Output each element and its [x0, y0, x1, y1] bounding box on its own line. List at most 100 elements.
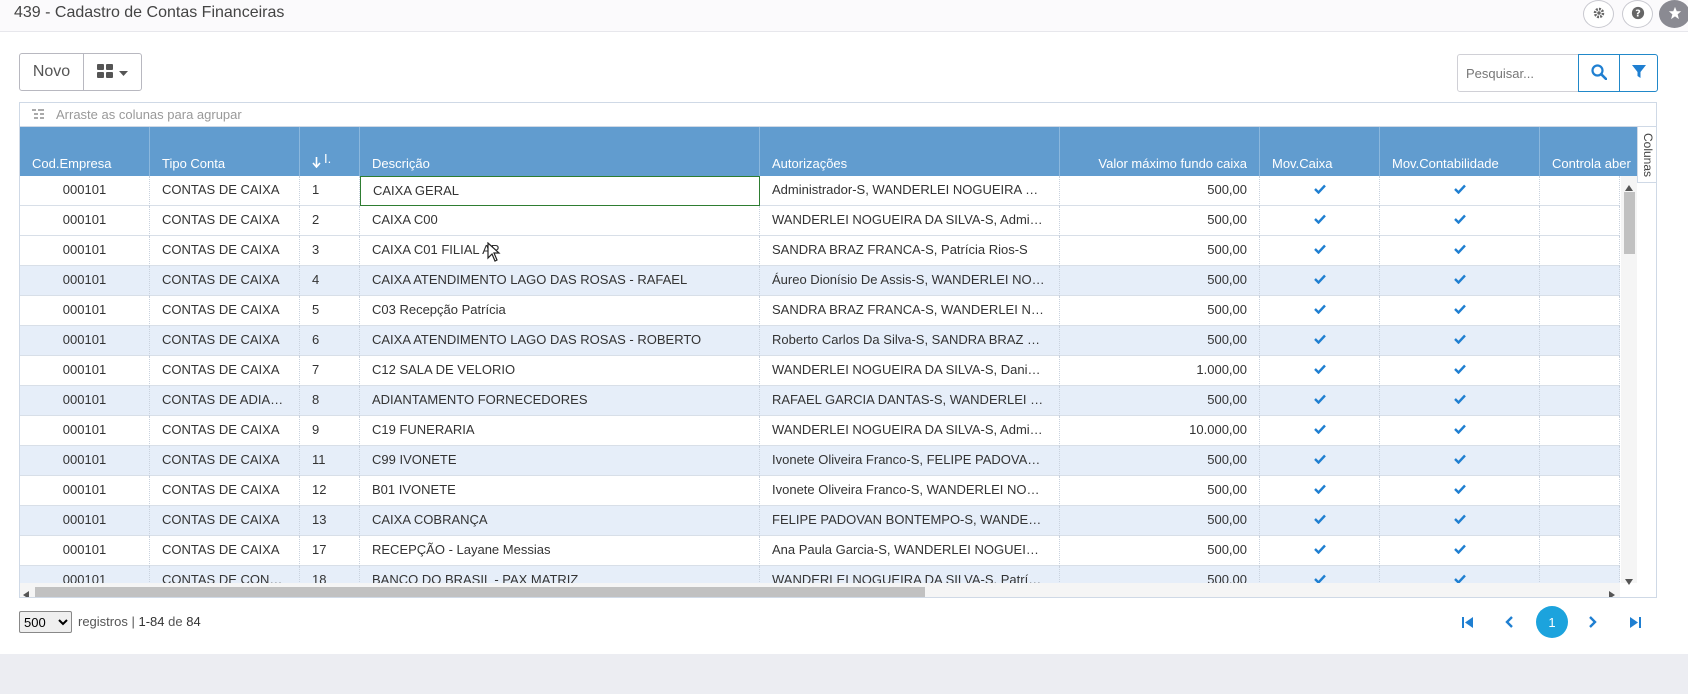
cell-controla-abertura[interactable]: [1540, 206, 1620, 236]
cell-controla-abertura[interactable]: [1540, 536, 1620, 566]
table-row[interactable]: 000101 CONTAS DE CAIXA 17 RECEPÇÃO - Layane…: [20, 536, 1620, 566]
cell-descricao[interactable]: C03 Recepção Patrícia: [360, 296, 760, 326]
cell-valor-maximo[interactable]: 500,00: [1060, 536, 1260, 566]
filter-button[interactable]: [1619, 54, 1658, 92]
cell-cod-empresa[interactable]: 000101: [20, 296, 150, 326]
cell-tipo-conta[interactable]: CONTAS DE CAIXA: [150, 206, 300, 236]
column-header-cod-empresa[interactable]: Cod.Empresa: [20, 127, 150, 176]
cell-mov-contabilidade[interactable]: [1380, 176, 1540, 206]
cell-tipo-conta[interactable]: CONTAS DE CAIXA: [150, 476, 300, 506]
cell-valor-maximo[interactable]: 500,00: [1060, 296, 1260, 326]
cell-mov-caixa[interactable]: [1260, 476, 1380, 506]
cell-mov-caixa[interactable]: [1260, 326, 1380, 356]
column-header-valor-maximo[interactable]: Valor máximo fundo caixa: [1060, 127, 1260, 176]
horizontal-scroll-thumb[interactable]: [35, 587, 925, 597]
cell-mov-contabilidade[interactable]: [1380, 566, 1540, 583]
cell-autorizacoes[interactable]: WANDERLEI NOGUEIRA DA SILVA-S, Administr…: [760, 206, 1060, 236]
cell-cod-empresa[interactable]: 000101: [20, 506, 150, 536]
cell-controla-abertura[interactable]: [1540, 476, 1620, 506]
cell-tipo-conta[interactable]: CONTAS DE CONTA CORRENTE: [150, 566, 300, 583]
cell-controla-abertura[interactable]: [1540, 176, 1620, 206]
cell-controla-abertura[interactable]: [1540, 446, 1620, 476]
cell-tipo-conta[interactable]: CONTAS DE CAIXA: [150, 176, 300, 206]
cell-mov-caixa[interactable]: [1260, 536, 1380, 566]
table-row[interactable]: 000101 CONTAS DE CAIXA 4 CAIXA ATENDIMENTO …: [20, 266, 1620, 296]
table-row[interactable]: 000101 CONTAS DE CAIXA 6 CAIXA ATENDIMENTO …: [20, 326, 1620, 356]
cell-id[interactable]: 7: [300, 356, 360, 386]
cell-cod-empresa[interactable]: 000101: [20, 536, 150, 566]
cell-valor-maximo[interactable]: 10.000,00: [1060, 416, 1260, 446]
cell-mov-caixa[interactable]: [1260, 566, 1380, 583]
cell-autorizacoes[interactable]: Administrador-S, WANDERLEI NOGUEIRA DA S…: [760, 176, 1060, 206]
search-input[interactable]: [1457, 54, 1579, 92]
cell-tipo-conta[interactable]: CONTAS DE CAIXA: [150, 536, 300, 566]
cell-descricao[interactable]: ADIANTAMENTO FORNECEDORES: [360, 386, 760, 416]
column-header-descricao[interactable]: Descrição: [360, 127, 760, 176]
cell-tipo-conta[interactable]: CONTAS DE CAIXA: [150, 266, 300, 296]
cell-descricao[interactable]: CAIXA ATENDIMENTO LAGO DAS ROSAS - ROBER…: [360, 326, 760, 356]
cell-id[interactable]: 18: [300, 566, 360, 583]
table-row[interactable]: 000101 CONTAS DE CAIXA 13 CAIXA COBRANÇA FEL…: [20, 506, 1620, 536]
favorite-button[interactable]: [1659, 0, 1688, 28]
horizontal-scrollbar[interactable]: [20, 583, 1620, 597]
cell-controla-abertura[interactable]: [1540, 416, 1620, 446]
cell-controla-abertura[interactable]: [1540, 506, 1620, 536]
cell-valor-maximo[interactable]: 500,00: [1060, 446, 1260, 476]
cell-cod-empresa[interactable]: 000101: [20, 476, 150, 506]
cell-valor-maximo[interactable]: 500,00: [1060, 326, 1260, 356]
cell-cod-empresa[interactable]: 000101: [20, 236, 150, 266]
cell-valor-maximo[interactable]: 500,00: [1060, 506, 1260, 536]
cell-mov-contabilidade[interactable]: [1380, 296, 1540, 326]
cell-mov-contabilidade[interactable]: [1380, 506, 1540, 536]
cell-mov-caixa[interactable]: [1260, 176, 1380, 206]
cell-id[interactable]: 11: [300, 446, 360, 476]
cell-mov-caixa[interactable]: [1260, 386, 1380, 416]
cell-autorizacoes[interactable]: WANDERLEI NOGUEIRA DA SILVA-S, Patrícia …: [760, 566, 1060, 583]
cell-valor-maximo[interactable]: 500,00: [1060, 236, 1260, 266]
cell-cod-empresa[interactable]: 000101: [20, 446, 150, 476]
cell-valor-maximo[interactable]: 1.000,00: [1060, 356, 1260, 386]
column-header-id[interactable]: I.: [300, 127, 360, 176]
cell-mov-caixa[interactable]: [1260, 206, 1380, 236]
prev-page-button[interactable]: [1494, 608, 1524, 638]
cell-autorizacoes[interactable]: Ana Paula Garcia-S, WANDERLEI NOGUEIRA-S: [760, 536, 1060, 566]
cell-tipo-conta[interactable]: CONTAS DE CAIXA: [150, 356, 300, 386]
column-header-tipo-conta[interactable]: Tipo Conta: [150, 127, 300, 176]
cell-controla-abertura[interactable]: [1540, 326, 1620, 356]
cell-id[interactable]: 5: [300, 296, 360, 326]
cell-cod-empresa[interactable]: 000101: [20, 566, 150, 583]
cell-mov-contabilidade[interactable]: [1380, 476, 1540, 506]
cell-id[interactable]: 3: [300, 236, 360, 266]
column-header-mov-caixa[interactable]: Mov.Caixa: [1260, 127, 1380, 176]
cell-descricao[interactable]: RECEPÇÃO - Layane Messias: [360, 536, 760, 566]
cell-mov-contabilidade[interactable]: [1380, 206, 1540, 236]
cell-autorizacoes[interactable]: SANDRA BRAZ FRANCA-S, Patrícia Rios-S: [760, 236, 1060, 266]
settings-button[interactable]: [1583, 0, 1614, 28]
cell-mov-contabilidade[interactable]: [1380, 236, 1540, 266]
cell-valor-maximo[interactable]: 500,00: [1060, 206, 1260, 236]
search-button[interactable]: [1578, 54, 1620, 92]
cell-mov-caixa[interactable]: [1260, 446, 1380, 476]
cell-autorizacoes[interactable]: WANDERLEI NOGUEIRA DA SILVA-S, Daniel-S: [760, 356, 1060, 386]
column-header-controla-abertura[interactable]: Controla aber: [1552, 156, 1631, 171]
cell-descricao[interactable]: CAIXA GERAL: [360, 176, 760, 206]
cell-id[interactable]: 8: [300, 386, 360, 416]
first-page-button[interactable]: [1452, 608, 1482, 638]
cell-cod-empresa[interactable]: 000101: [20, 416, 150, 446]
cell-cod-empresa[interactable]: 000101: [20, 206, 150, 236]
cell-mov-contabilidade[interactable]: [1380, 386, 1540, 416]
cell-valor-maximo[interactable]: 500,00: [1060, 176, 1260, 206]
cell-valor-maximo[interactable]: 500,00: [1060, 266, 1260, 296]
column-header-mov-contabilidade[interactable]: Mov.Contabilidade: [1380, 127, 1540, 176]
cell-descricao[interactable]: CAIXA COBRANÇA: [360, 506, 760, 536]
cell-tipo-conta[interactable]: CONTAS DE CAIXA: [150, 446, 300, 476]
cell-autorizacoes[interactable]: SANDRA BRAZ FRANCA-S, WANDERLEI NOGUEIRA…: [760, 296, 1060, 326]
table-row[interactable]: 000101 CONTAS DE CAIXA 2 CAIXA C00 WANDERLEI…: [20, 206, 1620, 236]
cell-autorizacoes[interactable]: WANDERLEI NOGUEIRA DA SILVA-S, Administr…: [760, 416, 1060, 446]
next-page-button[interactable]: [1578, 608, 1608, 638]
cell-autorizacoes[interactable]: FELIPE PADOVAN BONTEMPO-S, WANDERLEI NOG…: [760, 506, 1060, 536]
cell-mov-contabilidade[interactable]: [1380, 326, 1540, 356]
current-page-button[interactable]: 1: [1536, 606, 1568, 638]
cell-controla-abertura[interactable]: [1540, 296, 1620, 326]
